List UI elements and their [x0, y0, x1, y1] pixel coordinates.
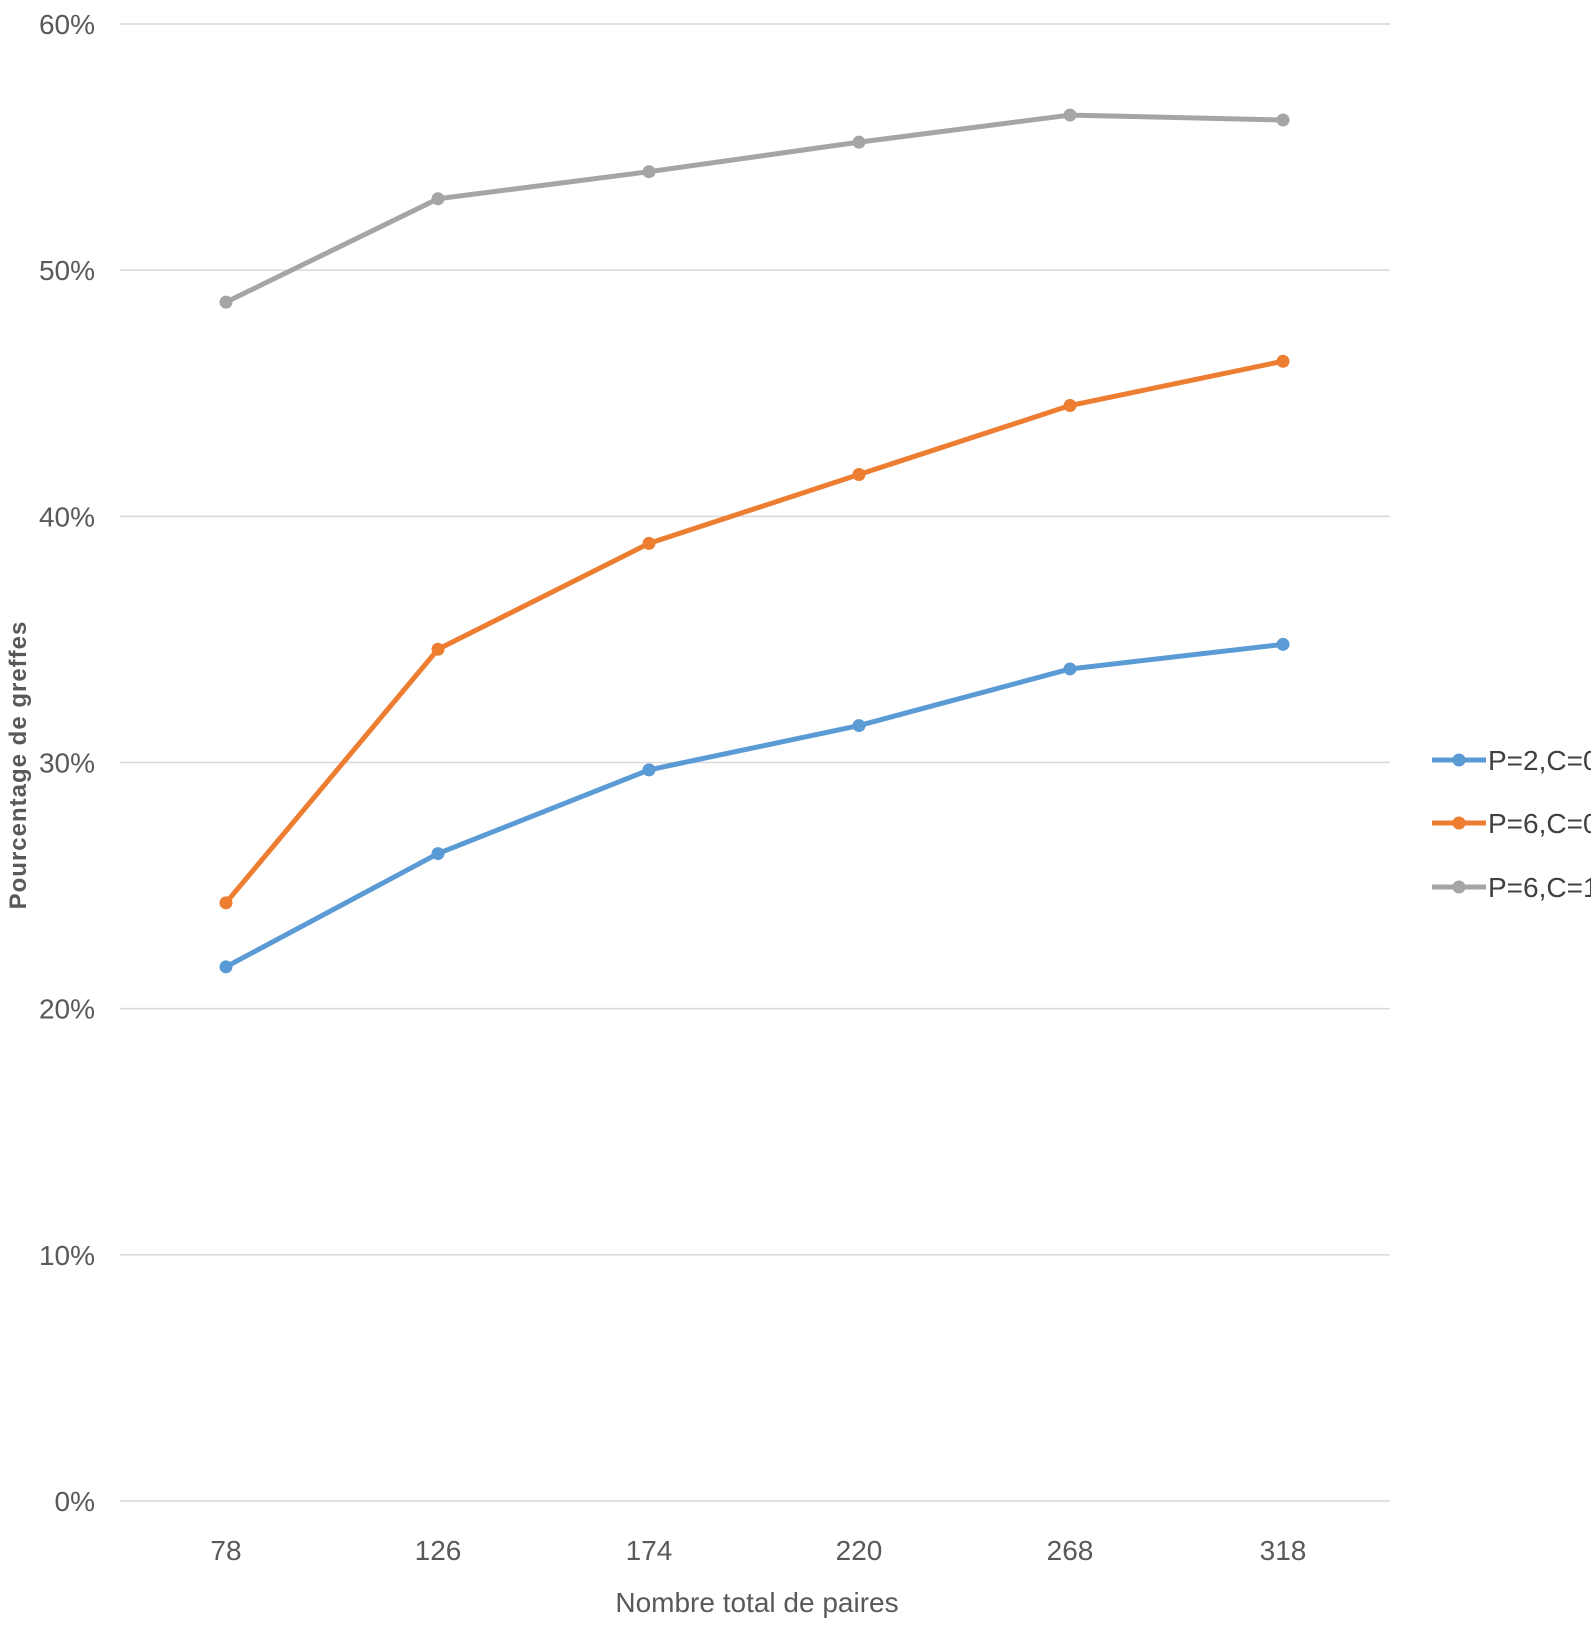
legend-item: P=6,C=0 [1432, 808, 1591, 839]
y-axis-title: Pourcentage de greffes [5, 621, 32, 910]
legend-label: P=6,C=0 [1488, 808, 1591, 839]
data-point [852, 467, 866, 481]
legend: P=2,C=0 P=6,C=0 P=6,C=1 [1432, 745, 1591, 903]
x-axis-title: Nombre total de paires [615, 1587, 898, 1618]
series-1 [219, 637, 1290, 974]
data-point [1276, 113, 1290, 127]
y-tick-label: 30% [39, 748, 95, 779]
legend-label: P=6,C=1 [1488, 872, 1591, 903]
y-tick-label: 0% [55, 1486, 95, 1517]
data-point [642, 165, 656, 179]
series-2 [219, 354, 1290, 910]
x-tick-label: 126 [415, 1535, 462, 1566]
x-tick-label: 174 [626, 1535, 673, 1566]
data-point [642, 763, 656, 777]
series-3 [219, 108, 1290, 309]
data-point [852, 719, 866, 733]
x-axis-ticks: 78 126 174 220 268 318 [210, 1535, 1306, 1566]
data-point [1063, 662, 1077, 676]
y-tick-label: 10% [39, 1240, 95, 1271]
data-point [642, 536, 656, 550]
y-axis-ticks: 0% 10% 20% 30% 40% 50% 60% [39, 9, 95, 1517]
x-tick-label: 78 [210, 1535, 241, 1566]
y-tick-label: 40% [39, 501, 95, 532]
data-point [1063, 108, 1077, 122]
data-point [431, 192, 445, 206]
legend-swatch-marker [1452, 816, 1466, 830]
y-tick-label: 50% [39, 255, 95, 286]
series-line [223, 358, 1286, 906]
series-line [223, 641, 1286, 970]
legend-label: P=2,C=0 [1488, 745, 1591, 776]
x-tick-label: 268 [1047, 1535, 1094, 1566]
data-point [852, 135, 866, 149]
series-layer [219, 108, 1290, 974]
legend-swatch-marker [1452, 880, 1466, 894]
data-point [219, 960, 233, 974]
series-line [223, 112, 1286, 305]
x-tick-label: 318 [1260, 1535, 1307, 1566]
data-point [219, 896, 233, 910]
gridlines [120, 23, 1390, 1502]
data-point [219, 295, 233, 309]
data-point [431, 847, 445, 861]
legend-item: P=6,C=1 [1432, 872, 1591, 903]
legend-item: P=2,C=0 [1432, 745, 1591, 776]
y-tick-label: 20% [39, 994, 95, 1025]
data-point [1276, 354, 1290, 368]
data-point [1063, 399, 1077, 413]
data-point [431, 642, 445, 656]
data-point [1276, 637, 1290, 651]
legend-swatch-marker [1452, 753, 1466, 767]
y-tick-label: 60% [39, 9, 95, 40]
x-tick-label: 220 [836, 1535, 883, 1566]
